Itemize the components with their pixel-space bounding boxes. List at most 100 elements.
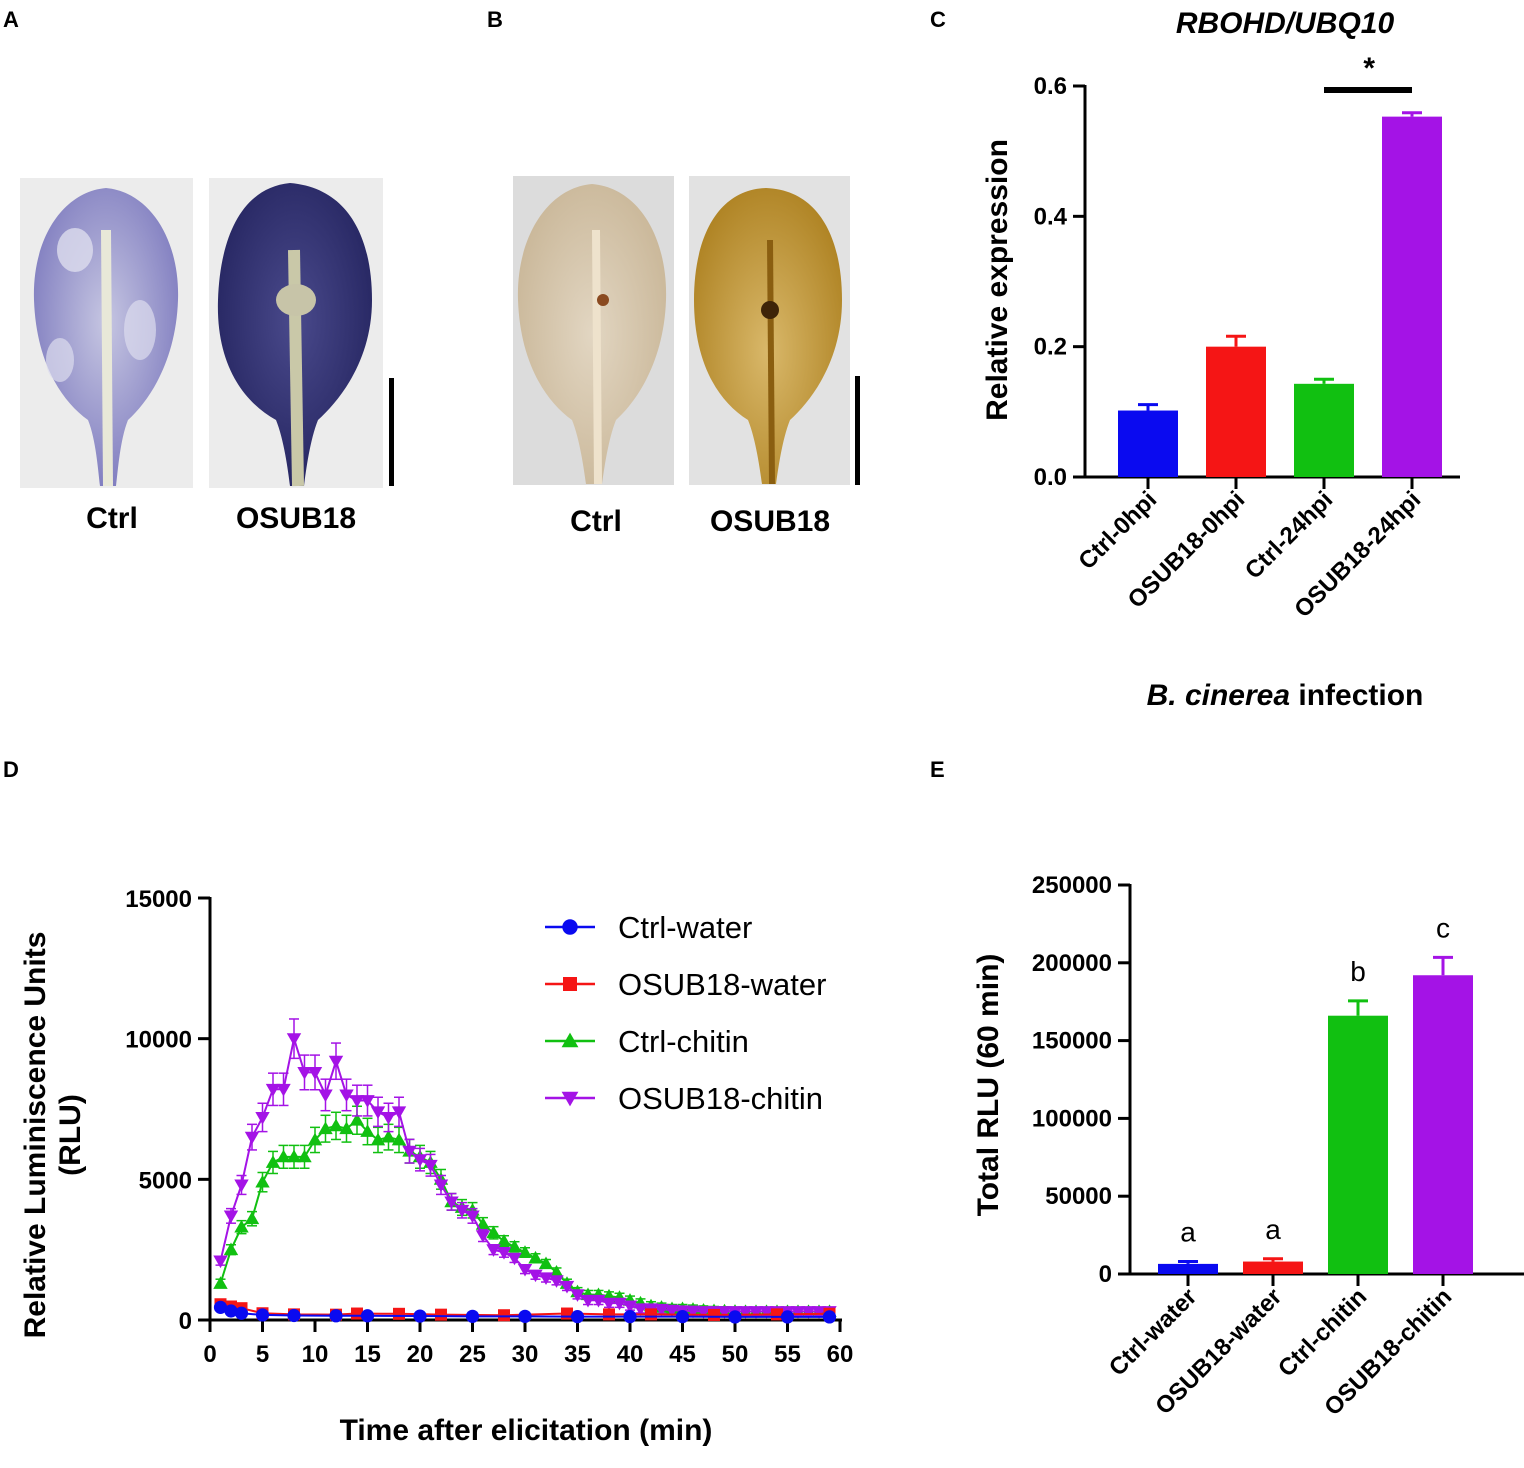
scale-bar-b <box>855 376 860 485</box>
x-tick-label: 25 <box>459 1341 486 1368</box>
bar-osub18-24hpi <box>1382 116 1442 478</box>
marker-triangle-down <box>412 1154 428 1167</box>
marker-triangle-down <box>517 1263 533 1277</box>
chart-c-plot: 0.00.20.40.6Ctrl-0hpiOSUB18-0hpiCtrl-24h… <box>1034 52 1460 623</box>
chart-c-ylabel: Relative expression <box>981 139 1014 421</box>
chart-c-xlabel-rest: infection <box>1290 679 1423 712</box>
marker-triangle-up <box>507 1239 522 1253</box>
marker-square <box>708 1308 720 1321</box>
marker-triangle-up <box>360 1124 375 1137</box>
marker-triangle-up <box>307 1132 323 1146</box>
bar-ctrl-24hpi <box>1294 383 1354 477</box>
chart-d-ylabel-line2: (RLU) <box>54 1094 87 1176</box>
panel-c-label: C <box>930 7 946 32</box>
marker-triangle-down <box>696 1306 711 1319</box>
marker-circle <box>675 1310 690 1324</box>
marker-triangle-down <box>370 1106 386 1120</box>
marker-triangle-down <box>265 1083 281 1097</box>
marker-triangle-up <box>265 1155 281 1168</box>
marker-triangle-down <box>570 1289 585 1302</box>
marker-circle <box>570 1310 585 1324</box>
chart-d-legend: Ctrl-water OSUB18-water Ctrl-chitin OSUB18-… <box>545 910 826 1116</box>
series-ctrl-water <box>213 1300 837 1324</box>
marker-circle <box>728 1310 742 1324</box>
x-tick-label: 20 <box>407 1341 434 1368</box>
x-tick-label: 50 <box>722 1341 749 1368</box>
marker-square <box>645 1308 657 1321</box>
marker-square <box>435 1308 447 1321</box>
x-tick-label: 30 <box>512 1341 539 1368</box>
marker-triangle-down <box>811 1306 827 1319</box>
marker-triangle-down <box>475 1230 491 1243</box>
marker-circle <box>255 1308 270 1322</box>
marker-triangle-down <box>433 1179 449 1193</box>
y-tick-label: 100000 <box>1032 1105 1112 1132</box>
marker-triangle-down <box>685 1305 701 1319</box>
legend-label: Ctrl-water <box>618 910 752 945</box>
marker-triangle-down <box>748 1306 764 1319</box>
x-tick-label: 60 <box>827 1341 854 1368</box>
marker-triangle-up <box>286 1149 302 1163</box>
y-tick-label: 150000 <box>1032 1028 1112 1055</box>
marker-triangle-down <box>580 1294 596 1308</box>
marker-triangle-up <box>213 1276 228 1289</box>
marker-triangle-up <box>297 1149 312 1163</box>
panel-b: B Ctrl OSUB18 <box>487 7 860 538</box>
marker-circle <box>562 919 578 935</box>
x-tick-label: 10 <box>302 1341 329 1368</box>
marker-triangle-up <box>486 1225 501 1239</box>
marker-triangle-down <box>349 1095 365 1108</box>
group-letter: c <box>1436 912 1450 943</box>
marker-triangle-up <box>244 1211 260 1225</box>
marker-triangle-up <box>549 1264 564 1278</box>
group-letter: b <box>1350 956 1366 987</box>
y-tick-label: 50000 <box>1045 1183 1112 1210</box>
panel-b-label: B <box>487 7 503 32</box>
marker-triangle-up <box>381 1129 396 1143</box>
scale-bar-a <box>389 378 394 486</box>
series-line <box>219 1118 830 1313</box>
marker-triangle-up <box>339 1121 354 1135</box>
leaf-photo-a-osub18 <box>209 178 383 488</box>
caption-a-ctrl: Ctrl <box>86 502 138 535</box>
chart-e-plot: 050000100000150000200000250000Ctrl-water… <box>1032 872 1524 1421</box>
marker-triangle-down <box>328 1055 344 1069</box>
chart-c-title: RBOHD/UBQ10 <box>1176 7 1395 40</box>
marker-triangle-up <box>528 1250 543 1264</box>
x-tick-label: 55 <box>774 1341 801 1368</box>
significance-star: * <box>1362 52 1375 85</box>
marker-circle <box>234 1306 249 1320</box>
marker-triangle-down <box>559 1280 575 1294</box>
panel-c: C RBOHD/UBQ10 Relative expression 0.0 0.2… <box>930 7 1460 712</box>
group-letter: a <box>1180 1217 1196 1248</box>
group-letter: a <box>1265 1214 1281 1245</box>
panel-e-label: E <box>930 757 945 782</box>
bar-osub18-chitin <box>1413 975 1473 1274</box>
x-tick-label: 35 <box>564 1341 591 1368</box>
marker-triangle-down <box>633 1303 648 1316</box>
marker-triangle-down <box>276 1083 291 1097</box>
chart-d-plot: 0 5000 10000 15000 0 5 10 15 20 25 30 35 40 45 50 55 60 <box>125 886 853 1368</box>
bar-osub18-0hpi <box>1206 346 1266 477</box>
marker-square <box>603 1308 615 1321</box>
panel-d-label: D <box>3 757 19 782</box>
marker-circle <box>623 1310 637 1324</box>
marker-triangle-down <box>717 1306 732 1319</box>
x-tick-label: 5 <box>256 1341 269 1368</box>
marker-triangle-down <box>360 1095 375 1108</box>
legend-label: OSUB18-water <box>618 967 826 1002</box>
marker-triangle-up <box>349 1113 365 1126</box>
legend-label: Ctrl-chitin <box>618 1024 749 1059</box>
x-tick-label: 15 <box>354 1341 381 1368</box>
chart-c-xlabel-italic: B. cinerea <box>1147 679 1290 712</box>
marker-circle <box>360 1309 375 1323</box>
marker-triangle-up <box>223 1242 239 1256</box>
marker-triangle-up <box>561 1032 579 1048</box>
marker-triangle-down <box>790 1306 806 1319</box>
y-tick-label: 250000 <box>1032 872 1112 899</box>
marker-triangle-up <box>538 1256 554 1270</box>
bar-ctrl-0hpi <box>1118 410 1178 477</box>
caption-a-osub18: OSUB18 <box>236 502 356 535</box>
bar-ctrl-chitin <box>1328 1015 1388 1274</box>
